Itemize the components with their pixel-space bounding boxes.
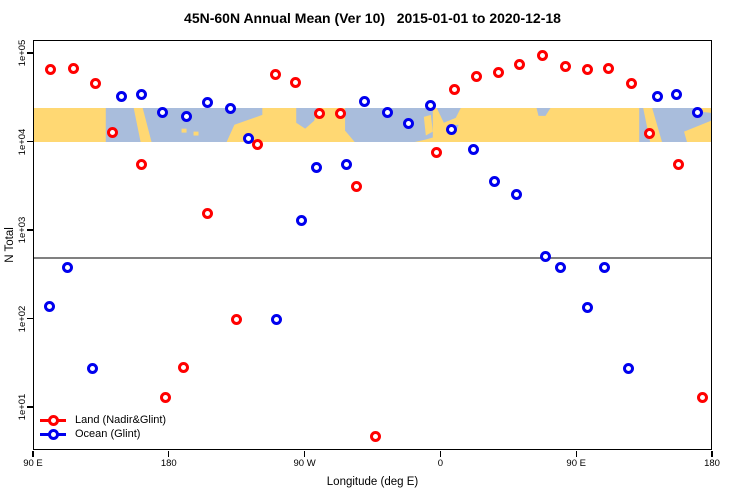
data-point-land <box>493 67 505 79</box>
x-axis-title: Longitude (deg E) <box>326 476 419 488</box>
x-tick <box>439 451 441 457</box>
legend: Land (Nadir&Glint) Ocean (Glint) <box>40 413 166 441</box>
y-tick <box>27 229 33 231</box>
data-point-ocean <box>555 261 567 273</box>
data-point-land <box>470 71 482 83</box>
data-point-ocean <box>467 143 479 155</box>
data-point-ocean <box>271 314 283 325</box>
y-tick-label: 1e+01 <box>17 393 28 421</box>
y-tick-label: 1e+02 <box>17 305 28 332</box>
data-point-land <box>230 314 242 325</box>
data-point-land <box>177 361 189 373</box>
y-tick-label: 1e+05 <box>17 39 28 67</box>
data-point-land <box>67 63 79 75</box>
data-point-ocean <box>540 250 551 262</box>
data-point-land <box>159 392 171 404</box>
data-point-ocean <box>180 111 192 123</box>
reference-line <box>34 256 711 259</box>
data-point-land <box>289 76 301 88</box>
legend-item-ocean: Ocean (Glint) <box>40 427 166 441</box>
map-band <box>34 108 711 143</box>
data-point-land <box>536 50 548 62</box>
data-point-ocean <box>598 261 610 273</box>
data-point-land <box>603 63 615 75</box>
data-point-land <box>644 127 656 139</box>
data-point-ocean <box>488 176 500 188</box>
data-point-land <box>90 77 102 89</box>
data-point-ocean <box>135 88 147 100</box>
data-point-land <box>202 208 214 220</box>
data-point-land <box>269 69 281 81</box>
data-point-ocean <box>202 97 214 109</box>
data-point-ocean <box>671 88 683 100</box>
data-point-ocean <box>651 91 663 103</box>
y-tick <box>27 52 33 54</box>
legend-label-land: Land (Nadir&Glint) <box>75 414 167 426</box>
data-point-ocean <box>425 99 437 111</box>
data-point-land <box>626 77 638 89</box>
data-point-ocean <box>402 117 414 129</box>
y-tick <box>27 317 33 320</box>
x-tick-label: 90 W <box>293 458 316 469</box>
data-point-land <box>45 64 57 76</box>
ocean-marker-icon <box>40 428 66 440</box>
legend-label-ocean: Ocean (Glint) <box>75 428 141 440</box>
x-tick <box>304 451 306 457</box>
data-point-land <box>431 146 443 158</box>
data-point-ocean <box>116 91 127 103</box>
data-point-land <box>559 60 571 72</box>
data-point-land <box>351 180 363 192</box>
data-point-ocean <box>692 106 704 118</box>
x-tick-label: 180 <box>704 458 720 469</box>
data-point-ocean <box>242 132 254 144</box>
data-point-ocean <box>310 162 322 174</box>
x-tick <box>575 451 577 457</box>
data-point-ocean <box>582 302 594 314</box>
data-point-ocean <box>43 301 55 313</box>
legend-item-land: Land (Nadir&Glint) <box>40 413 166 427</box>
world-map-strip <box>34 108 711 143</box>
data-point-ocean <box>156 106 168 118</box>
y-axis-title: N Total <box>4 227 16 263</box>
land-marker-icon <box>40 414 66 426</box>
x-tick-label: 0 <box>437 458 444 469</box>
x-tick <box>711 451 713 457</box>
data-point-land <box>582 64 594 76</box>
x-tick-label: 180 <box>160 458 177 469</box>
data-point-ocean <box>381 106 393 118</box>
data-point-ocean <box>61 261 73 273</box>
data-point-land <box>251 139 263 151</box>
x-tick <box>32 451 34 457</box>
y-tick <box>27 406 33 408</box>
data-point-ocean <box>87 362 99 374</box>
data-point-ocean <box>446 124 458 136</box>
x-tick-label: 90 E <box>23 458 43 469</box>
data-point-land <box>313 107 325 119</box>
x-tick-label: 90 E <box>566 458 586 469</box>
data-point-land <box>514 58 526 70</box>
x-tick <box>168 451 170 457</box>
y-tick-label: 1e+04 <box>17 128 28 155</box>
data-point-land <box>696 392 708 404</box>
data-point-land <box>672 158 684 170</box>
plot-area: Land (Nadir&Glint) Ocean (Glint) <box>33 40 712 450</box>
data-point-land <box>369 430 381 442</box>
data-point-land <box>135 158 147 170</box>
data-point-ocean <box>295 215 307 227</box>
data-point-ocean <box>358 96 370 108</box>
data-point-land <box>449 83 461 95</box>
data-point-ocean <box>340 159 352 171</box>
data-point-ocean <box>224 102 236 114</box>
data-point-land <box>334 108 346 120</box>
chart-title: 45N-60N Annual Mean (Ver 10) 2015-01-01 … <box>184 10 561 26</box>
y-tick <box>27 140 33 143</box>
y-tick-label: 1e+03 <box>17 216 28 244</box>
data-point-land <box>106 126 118 138</box>
data-point-ocean <box>511 188 523 200</box>
data-point-ocean <box>623 362 634 374</box>
